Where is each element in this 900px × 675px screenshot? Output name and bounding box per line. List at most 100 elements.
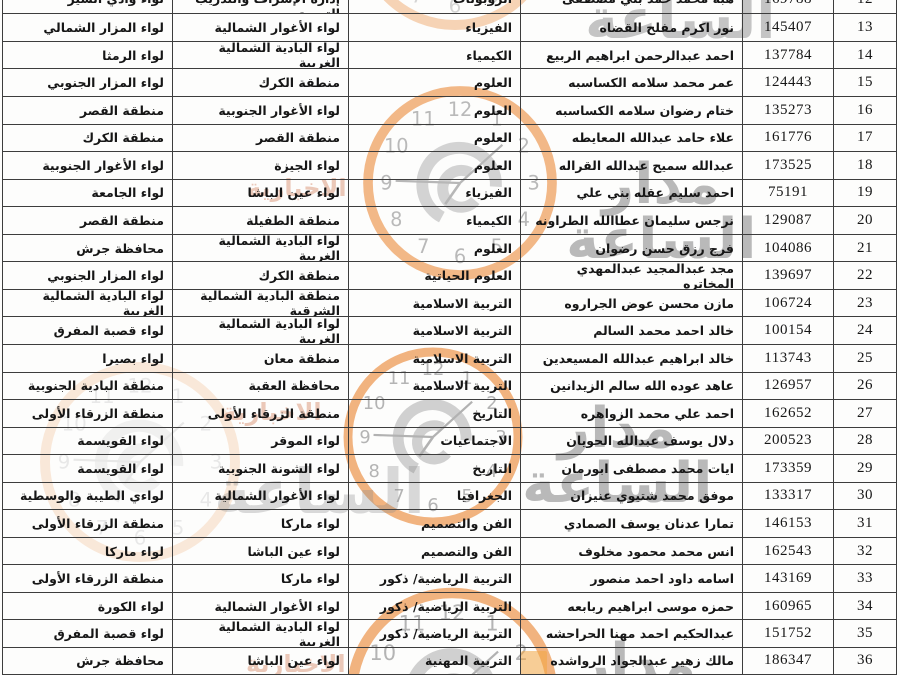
subject-cell: التربية الاسلامية <box>348 344 520 372</box>
row-number-cell: 24 <box>833 317 897 344</box>
table-row: لواء ماركا لواء عين الباشا الفن والتصميم… <box>2 536 897 565</box>
row-number-cell: 17 <box>833 124 897 152</box>
row-number-cell: 36 <box>833 647 897 674</box>
row-number-cell: 27 <box>833 400 897 427</box>
student-name-cell: مجد عبدالمجيد عبدالمهدي المخاتره <box>520 262 742 289</box>
subject-cell: العلوم الحياتية <box>348 262 520 289</box>
row-number-cell: 26 <box>833 372 897 400</box>
student-name-cell: حمزه موسى ابراهيم ربابعه <box>520 592 742 620</box>
subject-cell: التربية الرياضية/ ذكور <box>348 565 520 592</box>
directorate-1-cell: لواء الشونة الجنوبية <box>172 455 348 482</box>
student-name-cell: ايات محمد مصطفى ابورمان <box>520 455 742 482</box>
directorate-1-cell: لواء ماركا <box>172 510 348 537</box>
student-name-cell: احمد عبدالرحمن ابراهيم الربيع <box>520 41 742 69</box>
directorate-2-cell: محافظة جرش <box>2 234 172 262</box>
registration-number-cell: 200523 <box>742 427 833 455</box>
directorate-1-cell: لواء عين الباشا <box>172 179 348 207</box>
table-row: لواء الأغوار الجنوبية لواء الجيزة العلوم… <box>2 151 897 179</box>
subject-cell: التربية الاسلامية <box>348 317 520 344</box>
row-number-cell: 22 <box>833 262 897 289</box>
student-name-cell: احمد سليم عقله بني علي <box>520 179 742 207</box>
registration-number-cell: 151752 <box>742 620 833 647</box>
directorate-1-cell: لواء الأغوار الجنوبية <box>172 97 348 124</box>
registration-number-cell: 135273 <box>742 97 833 124</box>
subject-cell: التربية الاسلامية <box>348 372 520 400</box>
registration-number-cell: 124443 <box>742 69 833 97</box>
registration-number-cell: 104086 <box>742 234 833 262</box>
directorate-2-cell: منطقة الكرك <box>2 124 172 152</box>
row-number-cell: 33 <box>833 565 897 592</box>
student-name-cell: عبدالله سميح عبدالله القراله <box>520 152 742 179</box>
registration-number-cell: 139697 <box>742 262 833 289</box>
directorate-2-cell: لواء الرمثا <box>2 41 172 69</box>
directorate-2-cell: لواء وادي السير <box>2 0 172 14</box>
registration-number-cell: 186347 <box>742 647 833 674</box>
table-row: لواء المزار الجنوبي منطقة الكرك العلوم ا… <box>2 261 897 289</box>
row-number-cell: 20 <box>833 207 897 234</box>
student-name-cell: مازن محسن عوض الجراروه <box>520 289 742 317</box>
directorate-1-cell: منطقة الزرقاء الأولى <box>172 400 348 427</box>
student-name-cell: دلال يوسف عبدالله الحويان <box>520 427 742 455</box>
table-row: لواء بصيرا منطقة معان التربية الاسلامية … <box>2 343 897 372</box>
directorate-2-cell: لواء المزار الجنوبي <box>2 69 172 97</box>
registration-number-cell: 160965 <box>742 592 833 620</box>
subject-cell: الفيزياء <box>348 14 520 41</box>
directorate-2-cell: لواء الأغوار الجنوبية <box>2 152 172 179</box>
subject-cell: التربية المهنية <box>348 647 520 674</box>
student-name-cell: انس محمد محمود مخلوف <box>520 537 742 565</box>
directorate-2-cell: لواء الكورة <box>2 592 172 620</box>
directorate-1-cell: لواء الأغوار الشمالية <box>172 14 348 41</box>
directorate-1-cell: منطقة معان <box>172 344 348 372</box>
subject-cell: التربية الرياضية/ ذكور <box>348 620 520 647</box>
directorate-2-cell: لواء ماركا <box>2 537 172 565</box>
student-name-cell: اسامه داود احمد منصور <box>520 565 742 592</box>
student-name-cell: نرجس سليمان عطاالله الطراونه <box>520 207 742 234</box>
directorate-1-cell: لواء البادية الشمالية الغربية <box>172 317 348 344</box>
row-number-cell: 12 <box>833 0 897 14</box>
subject-cell: الروبوتات <box>348 0 520 14</box>
subject-cell: الفيزياء <box>348 179 520 207</box>
student-name-cell: عمر محمد سلامه الكساسبه <box>520 69 742 97</box>
student-name-cell: خالد احمد محمد السالم <box>520 317 742 344</box>
directorate-1-cell: منطقة الطفيلة <box>172 207 348 234</box>
student-name-cell: هبه محمد حمد بني مصطفى <box>520 0 742 14</box>
row-number-cell: 16 <box>833 97 897 124</box>
registration-number-cell: 173359 <box>742 455 833 482</box>
directorate-2-cell: منطقة الزرقاء الأولى <box>2 565 172 592</box>
subject-cell: الكيمياء <box>348 41 520 69</box>
subject-cell: الفن والتصميم <box>348 510 520 537</box>
registration-number-cell: 162652 <box>742 400 833 427</box>
registration-number-cell: 161776 <box>742 124 833 152</box>
table-row: لواء الكورة لواء الأغوار الشمالية التربي… <box>2 591 897 620</box>
table-row: منطقة الزرقاء الأولى لواء ماركا الفن وال… <box>2 509 897 537</box>
directorate-1-cell: محافظة العقبة <box>172 372 348 400</box>
directorate-2-cell: لواء المزار الجنوبي <box>2 262 172 289</box>
registration-number-cell: 100154 <box>742 317 833 344</box>
directorate-1-cell: لواء عين الباشا <box>172 537 348 565</box>
registration-number-cell: 169788 <box>742 0 833 14</box>
table-row: محافظة جرش لواء عين الباشا التربية المهن… <box>2 646 897 675</box>
directorate-1-cell: لواء الأغوار الشمالية <box>172 592 348 620</box>
directorate-1-cell: لواء ماركا <box>172 565 348 592</box>
directorate-2-cell: لواء القويسمة <box>2 455 172 482</box>
table-row: لواء القويسمة لواء الموقر الاجتماعيات دل… <box>2 426 897 455</box>
student-name-cell: احمد علي محمد الزواهره <box>520 400 742 427</box>
directorate-2-cell: لواء بصيرا <box>2 344 172 372</box>
registration-number-cell: 126957 <box>742 372 833 400</box>
subject-cell: العلوم <box>348 152 520 179</box>
registration-number-cell: 143169 <box>742 565 833 592</box>
table-row: لواء الرمثا لواء البادية الشمالية الغربي… <box>2 40 897 69</box>
student-name-cell: موفق محمد شتيوي عنيزان <box>520 482 742 510</box>
registration-number-cell: 129087 <box>742 207 833 234</box>
student-name-cell: ختام رضوان سلامه الكساسبه <box>520 97 742 124</box>
row-number-cell: 32 <box>833 537 897 565</box>
directorate-1-cell: لواء الجيزة <box>172 152 348 179</box>
directorate-2-cell: لواء المزار الشمالي <box>2 14 172 41</box>
registration-number-cell: 106724 <box>742 289 833 317</box>
subject-cell: العلوم <box>348 97 520 124</box>
student-name-cell: عاهد عوده الله سالم الزيدانين <box>520 372 742 400</box>
table-row: لواء وادي السير إدارة الإشراف والتدريب ا… <box>2 0 897 14</box>
subject-cell: التاريخ <box>348 455 520 482</box>
student-name-cell: نور اكرم مفلح القضاه <box>520 14 742 41</box>
